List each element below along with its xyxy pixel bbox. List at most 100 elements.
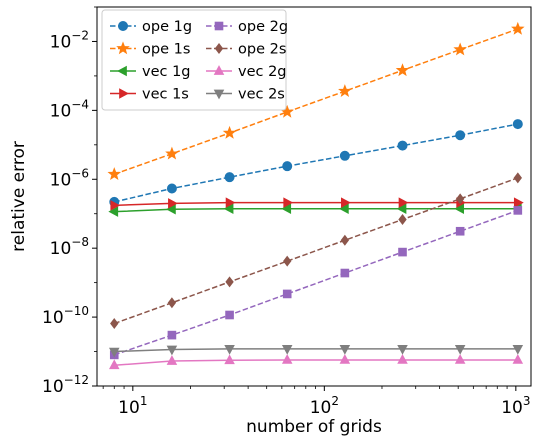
data-point [340,234,350,246]
legend-label: vec 2s [238,87,285,103]
legend-marker [214,21,224,31]
data-point [455,193,465,205]
x-tick-label: 101 [118,394,147,418]
legend-label: ope 2s [238,42,286,58]
data-point [222,125,237,139]
data-point [397,140,408,151]
series-line [114,348,518,353]
data-point [108,347,120,358]
x-tick-label: 102 [310,394,339,418]
data-point [454,203,465,214]
data-point [225,276,234,288]
data-point [283,255,292,267]
data-point [168,198,178,209]
data-point [166,355,178,365]
data-point [167,297,177,309]
data-point [338,203,349,214]
data-point [512,119,523,130]
legend-entry: ope 1g [110,19,192,35]
y-tick-label: 10−4 [50,97,89,121]
data-point [224,354,235,365]
series-line [114,209,519,356]
data-point [455,130,466,141]
series-line [114,207,518,213]
data-point [455,226,465,236]
data-point [281,354,293,364]
y-axis-label: relative error [9,141,29,252]
series-vec-2s [108,344,524,358]
data-point [281,344,293,355]
data-point [339,344,351,355]
plot-layer [107,21,525,370]
data-point [398,197,409,208]
data-point [223,203,234,214]
data-point [339,150,350,161]
data-point [165,146,179,160]
data-point [511,21,525,35]
y-tick-label: 10−12 [42,373,89,397]
data-point [282,161,293,172]
data-point [224,344,235,355]
data-point [166,345,178,356]
series-line [114,177,519,325]
plot-frame [96,6,532,387]
legend-marker [214,43,224,54]
legend-entry: ope 1s [110,41,190,58]
legend-label: vec 1g [142,64,191,80]
data-point [110,318,119,330]
series-vec-2g [108,354,524,370]
legend-entry: ope 2g [206,19,288,35]
y-tick-label: 10−6 [50,166,89,190]
data-point [166,183,177,194]
ticks-layer: 101 102 103 10−12 10−10 10−8 10−6 10−4 10−2 [42,6,530,418]
data-point [341,197,351,208]
legend-box [101,9,287,111]
data-point [454,344,466,355]
data-point [108,359,120,370]
data-point [339,354,351,364]
data-point [282,289,292,299]
data-point [281,203,292,214]
data-point [513,197,524,208]
legend-label: ope 1s [142,42,190,58]
data-point [225,310,234,320]
y-tick-label: 10−10 [42,304,89,328]
data-point [398,247,407,257]
legend-marker [213,65,225,75]
data-point [398,214,407,225]
legend-marker [213,89,225,100]
legend-entry: ope 2s [206,42,286,58]
data-point [167,330,177,340]
legend-label: vec 1s [142,87,189,103]
data-point [396,203,407,214]
y-tick-label: 10−2 [50,28,89,52]
data-point [340,268,350,278]
legend-marker [116,41,130,55]
series-ope-1s [107,21,525,180]
data-point [512,344,524,355]
y-tick-label: 10−8 [50,235,89,259]
legend-label: vec 2g [238,64,287,80]
data-point [397,344,408,355]
data-point [453,42,467,56]
legend-entry: vec 2s [206,87,285,103]
series-ope-1g [109,119,523,207]
legend-label: ope 2g [238,19,288,35]
data-point [225,197,236,208]
legend-label: ope 1g [142,19,192,35]
data-point [512,354,524,364]
data-point [395,63,410,77]
data-point [107,167,122,180]
data-point [397,354,408,364]
data-point [283,197,294,208]
data-point [224,172,235,183]
data-point [108,206,119,217]
legend-entry: vec 1g [110,64,191,80]
legend-marker [119,88,129,99]
series-line [114,28,519,175]
legend: ope 1g ope 1s vec 1g vec 1s ope 2g ope 2s vec … [101,9,288,111]
data-point [513,206,523,215]
legend-entry: vec 2g [206,64,287,80]
data-point [338,84,352,97]
